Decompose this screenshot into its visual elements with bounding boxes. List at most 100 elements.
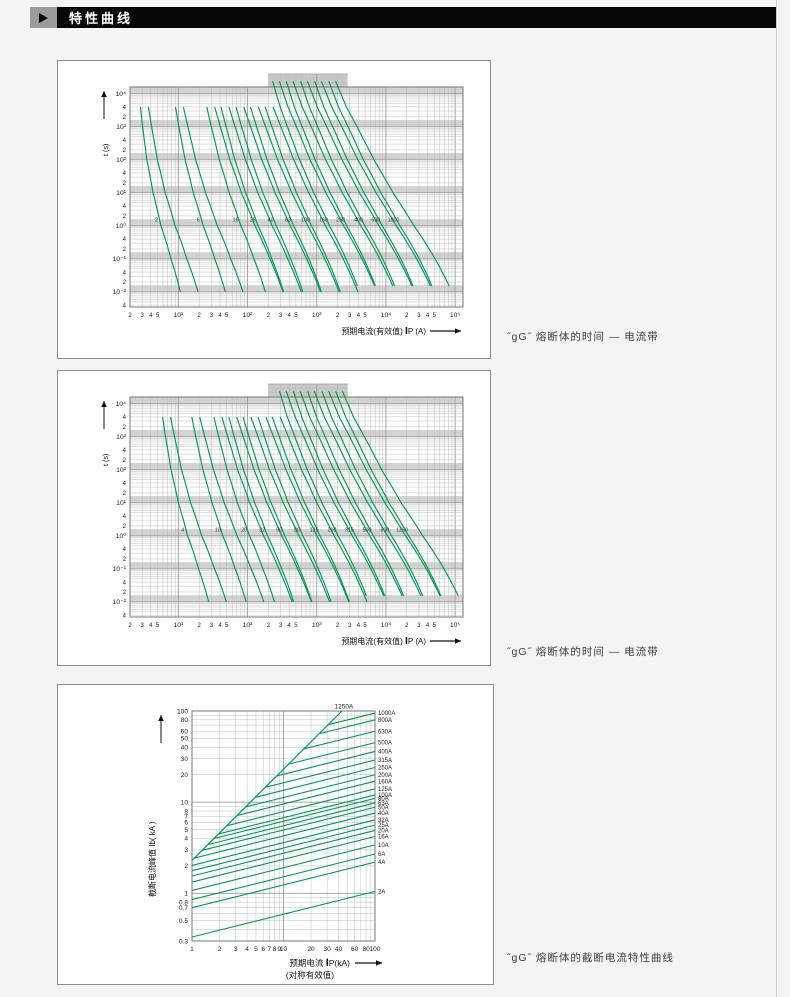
svg-text:10¹: 10¹ <box>173 312 184 319</box>
cutoff-current-chart: 1250A1000A800A630A500A400A315A250A200A16… <box>147 704 396 981</box>
svg-text:6A: 6A <box>378 852 385 858</box>
svg-text:5: 5 <box>156 623 160 629</box>
svg-text:5: 5 <box>156 313 160 319</box>
svg-text:630: 630 <box>371 218 380 224</box>
cutoff-line-labels: 1250A1000A800A630A500A400A315A250A200A16… <box>335 704 396 896</box>
svg-text:4: 4 <box>123 514 127 520</box>
svg-text:80A: 80A <box>378 796 389 802</box>
svg-text:3: 3 <box>348 313 352 319</box>
svg-text:2: 2 <box>128 623 132 629</box>
svg-text:5: 5 <box>363 313 367 319</box>
svg-text:100: 100 <box>301 218 310 224</box>
svg-text:1: 1 <box>184 891 188 898</box>
svg-text:2: 2 <box>267 313 271 319</box>
rating-labels: 4 10 20 32 50 80 125 200 315 500 800 1250 <box>181 528 408 534</box>
svg-text:10⁻¹: 10⁻¹ <box>113 566 127 573</box>
svg-text:2: 2 <box>123 557 127 563</box>
svg-text:8: 8 <box>273 946 277 953</box>
svg-text:4: 4 <box>149 623 153 629</box>
svg-text:4: 4 <box>181 528 184 534</box>
svg-text:3: 3 <box>184 847 188 854</box>
svg-text:10⁰: 10⁰ <box>116 222 127 230</box>
svg-text:63A: 63A <box>378 801 389 807</box>
svg-text:2: 2 <box>336 313 340 319</box>
svg-text:10⁴: 10⁴ <box>116 91 127 98</box>
svg-text:10³: 10³ <box>312 622 323 629</box>
svg-text:16A: 16A <box>378 835 389 841</box>
svg-text:250: 250 <box>336 218 345 224</box>
time-current-chart-2: 4 10 20 32 50 80 125 200 315 500 800 125010⁴10³10²1… <box>101 383 464 647</box>
svg-text:5: 5 <box>433 623 437 629</box>
svg-text:2: 2 <box>123 181 127 187</box>
svg-text:3: 3 <box>417 313 421 319</box>
svg-text:100: 100 <box>369 946 380 953</box>
svg-text:32: 32 <box>259 528 265 534</box>
svg-text:10⁻²: 10⁻² <box>113 599 127 606</box>
svg-text:5: 5 <box>294 623 298 629</box>
svg-text:4: 4 <box>123 415 127 421</box>
svg-text:6: 6 <box>184 820 188 827</box>
svg-text:预期电流(有效值) IP (A): 预期电流(有效值) IP (A) <box>341 325 426 337</box>
svg-text:3: 3 <box>141 313 145 319</box>
svg-text:315: 315 <box>345 528 354 534</box>
svg-text:5: 5 <box>184 827 188 834</box>
svg-text:4: 4 <box>288 313 292 319</box>
svg-text:5: 5 <box>254 946 258 953</box>
svg-text:60: 60 <box>181 729 189 736</box>
svg-text:4: 4 <box>123 303 127 309</box>
svg-text:3: 3 <box>417 623 421 629</box>
svg-text:5: 5 <box>433 313 437 319</box>
time-current-chart-1: 2 6 16 25 40 63 100 160 250 400 630 100010⁴10³10²10… <box>101 73 464 337</box>
svg-text:2: 2 <box>123 247 127 253</box>
section-title-bar: 特性曲线 <box>57 7 776 28</box>
svg-text:50: 50 <box>276 528 282 534</box>
svg-text:20: 20 <box>181 772 189 779</box>
svg-text:50A: 50A <box>378 805 389 811</box>
svg-text:20A: 20A <box>378 829 389 835</box>
svg-text:10²: 10² <box>243 312 254 319</box>
svg-text:1: 1 <box>190 946 194 953</box>
y-axis-ticks: 10⁴ 10³ 10² 10¹ 10⁰ 10⁻¹ 10⁻² 4 4 2 4 2 4 2 4 2 4 2 4 2 <box>113 401 127 619</box>
svg-text:预期电流(有效值) IP (A): 预期电流(有效值) IP (A) <box>341 635 426 647</box>
svg-text:2: 2 <box>218 946 222 953</box>
svg-text:4: 4 <box>123 613 127 619</box>
svg-text:125: 125 <box>310 528 319 534</box>
svg-text:40A: 40A <box>378 811 389 817</box>
svg-text:2: 2 <box>123 148 127 154</box>
svg-text:2A: 2A <box>378 889 385 895</box>
svg-text:t (s): t (s) <box>101 454 110 466</box>
svg-text:25: 25 <box>250 218 256 224</box>
svg-text:10²: 10² <box>116 467 127 474</box>
svg-text:2: 2 <box>155 218 158 224</box>
svg-text:4: 4 <box>123 481 127 487</box>
svg-text:4: 4 <box>149 313 153 319</box>
svg-text:10⁴: 10⁴ <box>116 401 127 408</box>
svg-text:4: 4 <box>123 171 127 177</box>
svg-text:6: 6 <box>197 218 200 224</box>
svg-text:315A: 315A <box>378 758 392 764</box>
svg-text:1250: 1250 <box>396 528 408 534</box>
svg-text:10³: 10³ <box>116 124 127 131</box>
svg-text:80: 80 <box>181 717 189 724</box>
rating-labels: 2 6 16 25 40 63 100 160 250 400 630 1000 <box>155 218 400 224</box>
svg-text:(对称有效值): (对称有效值) <box>286 970 334 980</box>
svg-text:2: 2 <box>123 425 127 431</box>
svg-text:4A: 4A <box>378 860 385 866</box>
svg-text:400: 400 <box>354 218 363 224</box>
svg-text:32A: 32A <box>378 818 389 824</box>
chart-caption-2: ˝gG˝ 熔断体的时间 — 电流带 <box>507 646 659 658</box>
svg-text:9: 9 <box>277 946 281 953</box>
svg-text:63: 63 <box>285 218 291 224</box>
svg-text:125A: 125A <box>378 787 392 793</box>
svg-text:10²: 10² <box>243 622 254 629</box>
y-axis-ticks: 10⁴ 10³ 10² 10¹ 10⁰ 10⁻¹ 10⁻² 4 4 2 4 2 4 2 4 2 4 2 4 2 <box>113 91 127 309</box>
svg-text:7: 7 <box>267 946 271 953</box>
svg-text:250A: 250A <box>378 766 392 772</box>
svg-text:630A: 630A <box>378 729 392 735</box>
svg-text:2: 2 <box>267 623 271 629</box>
fuse-band-curves <box>162 390 459 603</box>
svg-text:5: 5 <box>225 623 229 629</box>
svg-text:3: 3 <box>210 623 214 629</box>
